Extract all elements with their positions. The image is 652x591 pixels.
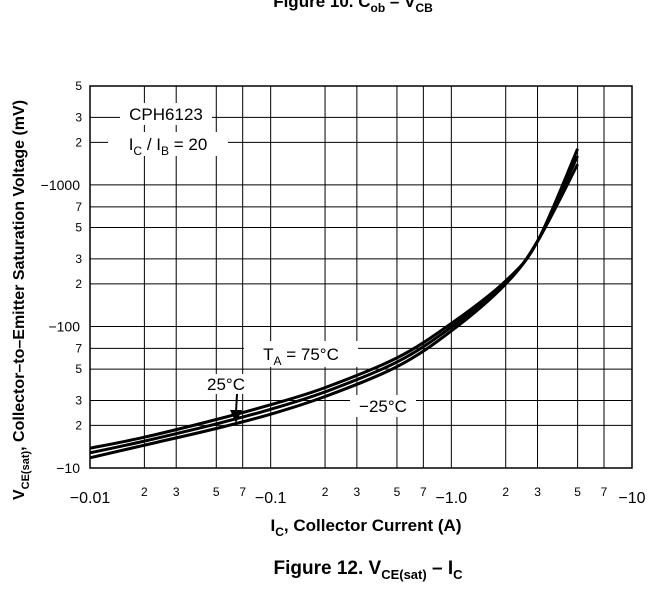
x-tick-label: 2 [141,485,148,499]
y-tick-label: 3 [75,393,82,407]
y-tick-label: −10 [56,460,80,476]
x-tick-label: 5 [394,485,401,499]
series-line-2 [89,155,579,455]
plot-frame [89,85,633,469]
y-tick-label: 2 [75,418,82,432]
y-tick-label: 2 [75,277,82,291]
x-tick-label: 7 [239,485,246,499]
x-tick-label: −1.0 [436,490,468,507]
x-tick-label: 2 [322,485,329,499]
label-75c: TA = 75°C [244,341,358,368]
series-lines [89,148,579,460]
y-tick-label: 5 [75,362,82,376]
x-tick-labels: −0.01 2 3 5 7 −0.1 2 3 5 7 −1.0 2 3 5 7 −10 [70,485,646,507]
previous-figure-caption: Figure 10. Cob – VCB [273,0,433,15]
svg-text:−25°C: −25°C [359,397,407,416]
annotation-device: CPH6123 [120,103,212,125]
y-tick-label: −1000 [41,177,81,193]
x-tick-label: 3 [354,485,361,499]
y-tick-label: 5 [75,79,82,93]
annotation-condition: IC / IB = 20 [108,132,228,158]
x-tick-label: −0.01 [70,490,111,507]
x-tick-label: −0.1 [255,490,287,507]
x-tick-label: 5 [574,485,581,499]
series-line-1 [89,148,579,450]
y-tick-label: 3 [75,252,82,266]
y-tick-labels: −10 2 3 5 7 −100 2 3 5 7 −1000 2 3 5 [41,79,83,476]
x-axis-label: IC, Collector Current (A) [271,516,462,539]
y-tick-label: 5 [75,221,82,235]
y-axis-label: VCE(sat), Collector–to–Emitter Saturatio… [11,100,32,500]
y-tick-label: 3 [75,110,82,124]
y-tick-label: 7 [75,341,82,355]
x-tick-label: 3 [173,485,180,499]
y-tick-label: −100 [48,318,80,334]
x-tick-label: −10 [618,490,645,507]
svg-text:25°C: 25°C [207,375,245,394]
figure-caption: Figure 12. VCE(sat) – IC [273,558,463,582]
x-tick-label: 5 [213,485,220,499]
x-tick-label: 3 [534,485,541,499]
svg-text:TA = 75°C: TA = 75°C [263,345,339,368]
svg-text:IC / IB = 20: IC / IB = 20 [129,135,208,158]
label-25c: 25°C [199,374,253,423]
x-tick-label: 2 [502,485,509,499]
grid [89,85,633,469]
y-tick-label: 7 [75,200,82,214]
y-tick-label: 2 [75,135,82,149]
x-tick-label: 7 [601,485,608,499]
x-tick-label: 7 [420,485,427,499]
series-line-3 [89,163,579,460]
svg-text:CPH6123: CPH6123 [129,105,203,124]
label-minus25c: −25°C [350,395,416,417]
